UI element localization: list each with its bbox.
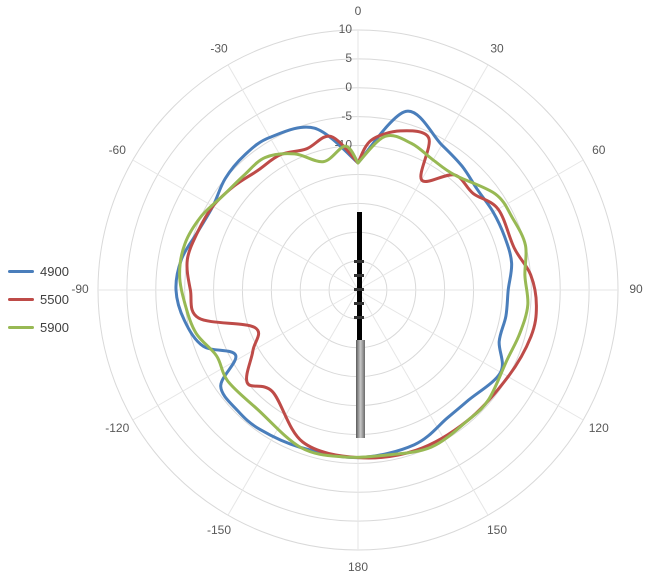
- radial-tick-label: 10: [339, 22, 353, 36]
- angle-tick-label: -120: [105, 421, 129, 435]
- grid-spoke: [357, 289, 584, 421]
- angle-tick-label: -150: [207, 523, 231, 537]
- grid-spoke: [357, 64, 489, 291]
- angle-tick-label: -60: [109, 143, 127, 157]
- angle-tick-label: 60: [592, 143, 606, 157]
- grid-spoke: [357, 289, 489, 516]
- legend-item: 5500: [8, 285, 69, 313]
- legend-label-5500: 5500: [40, 291, 69, 307]
- series-line-5900: [178, 134, 530, 459]
- angle-tick-label: 0: [355, 4, 362, 18]
- legend-line-5500: [8, 297, 34, 301]
- antenna-image: [354, 212, 365, 438]
- angle-tick-label: -90: [71, 282, 89, 296]
- angle-tick-label: 180: [348, 560, 368, 574]
- legend-line-5900: [8, 325, 34, 329]
- grid-spoke: [227, 289, 359, 516]
- grid-spoke: [132, 159, 359, 291]
- grid-spoke: [132, 289, 359, 421]
- legend-label-5900: 5900: [40, 319, 69, 335]
- radial-tick-label: 5: [345, 51, 352, 65]
- angle-tick-label: 150: [487, 523, 507, 537]
- legend: 4900 5500 5900: [8, 257, 69, 341]
- legend-item: 5900: [8, 313, 69, 341]
- angle-tick-label: -30: [210, 41, 228, 55]
- series-line-4900: [174, 109, 514, 460]
- legend-line-4900: [8, 269, 34, 273]
- radial-tick-label: 0: [345, 80, 352, 94]
- grid-spoke: [227, 64, 359, 291]
- legend-item: 4900: [8, 257, 69, 285]
- grid-spoke: [357, 159, 584, 291]
- legend-label-4900: 4900: [40, 263, 69, 279]
- radial-tick-label: -5: [341, 109, 352, 123]
- angle-tick-label: 30: [490, 41, 504, 55]
- angle-tick-label: 90: [629, 282, 643, 296]
- angle-tick-label: 120: [589, 421, 609, 435]
